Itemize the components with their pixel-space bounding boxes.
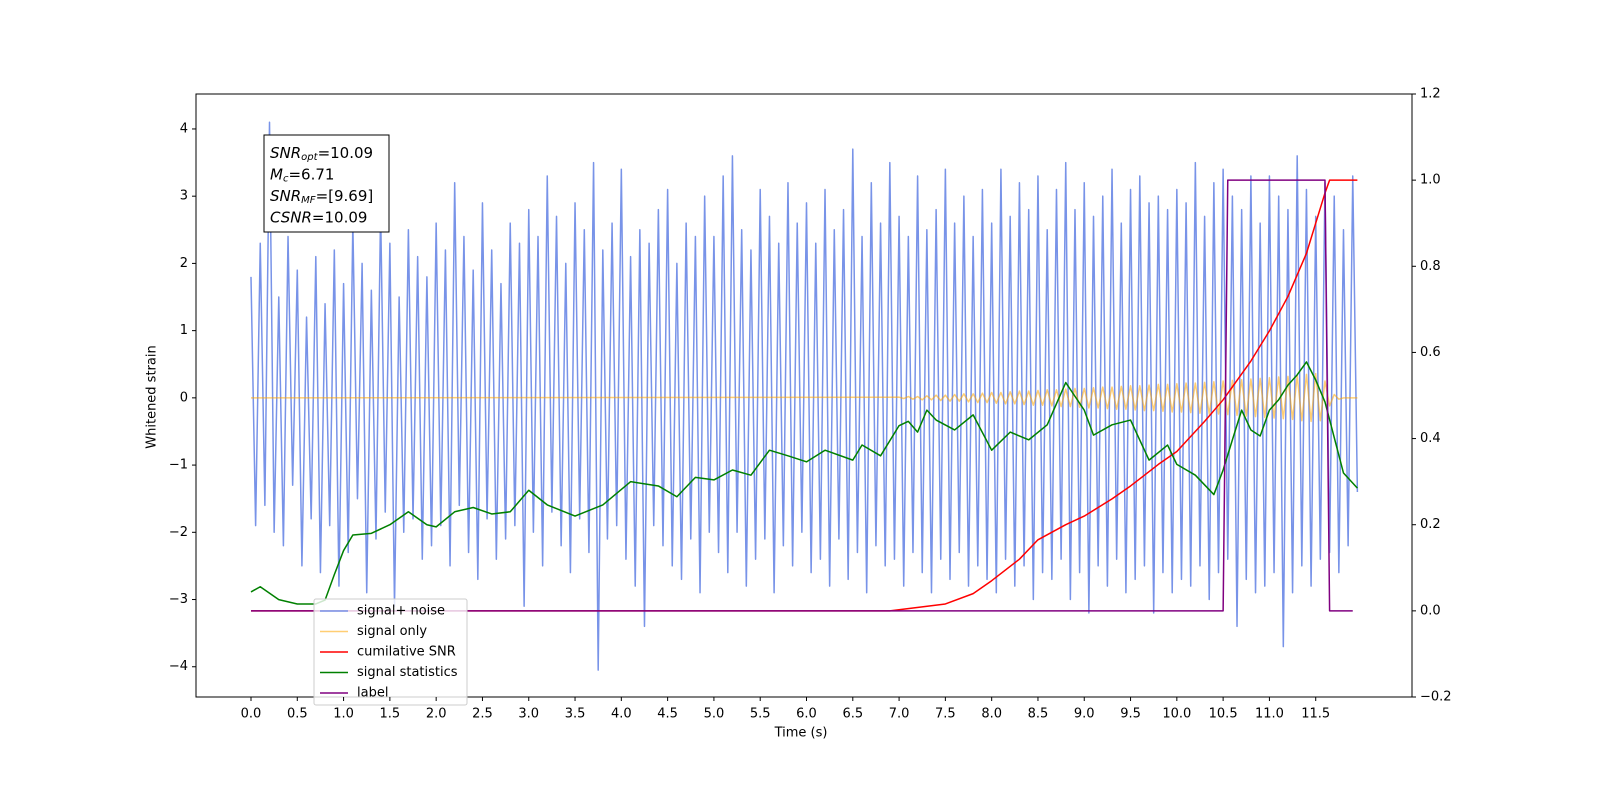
y-tick-label: −1 [169,458,188,473]
x-tick-label: 7.0 [889,707,910,722]
series-line [250,179,1358,612]
x-tick-label: 5.0 [704,707,725,722]
plot-area [250,121,1359,671]
legend-label: cumilative SNR [357,645,456,660]
x-tick-label: 0.5 [287,707,308,722]
annotation-symbol: SNR [270,144,301,162]
legend: signal+ noise signal only cumilative SNR si… [313,598,468,706]
y2-tick-label: 0.4 [1420,431,1441,446]
y2-tick-label: 1.0 [1420,173,1441,188]
annotation-symbol: CSNR [270,208,312,226]
y-tick-label: −2 [169,525,188,540]
x-tick-label: 0.0 [241,707,262,722]
x-tick-label: 1.0 [333,707,354,722]
annotation-subscript: c [283,174,289,185]
y2-tick-label: 0.0 [1420,603,1441,618]
series-line [250,372,1358,423]
annotation-subscript: MF [301,195,316,206]
y-tick-label: 4 [180,121,188,136]
annotation-subscript: opt [301,152,318,163]
x-tick-label: 11.5 [1301,707,1330,722]
x-tick-label: 6.5 [842,707,863,722]
y-tick-label: 2 [180,256,188,271]
y-tick-label: 0 [180,390,188,405]
x-tick-label: 8.0 [981,707,1002,722]
y2-tick-label: 0.8 [1420,259,1441,274]
x-tick-label: 11.0 [1255,707,1284,722]
x-tick-label: 8.5 [1028,707,1049,722]
annotation-value: =10.09 [312,208,368,226]
y-tick-label: 1 [180,323,188,338]
legend-box [313,598,468,706]
axes-frame [195,93,1413,698]
annotation-line: Mc=6.71 [270,165,334,185]
x-tick-label: 6.0 [796,707,817,722]
x-tick-label: 3.0 [518,707,539,722]
annotation-line: SNRMF=[9.69] [270,187,373,207]
x-tick-label: 4.5 [657,707,678,722]
series-line [250,179,1353,612]
x-tick-label: 5.5 [750,707,771,722]
x-tick-label: 9.0 [1074,707,1095,722]
annotation-value: =[9.69] [316,187,374,205]
y2-tick-label: 0.6 [1420,345,1441,360]
y2-tick-label: 0.2 [1420,517,1441,532]
legend-label: signal only [357,624,427,639]
x-tick-label: 2.0 [426,707,447,722]
x-tick-label: 3.5 [565,707,586,722]
y2-tick-label: 1.2 [1420,87,1441,102]
legend-label: label [357,686,388,701]
x-tick-label: 2.5 [472,707,493,722]
annotation: SNRopt=10.09Mc=6.71SNRMF=[9.69]CSNR=10.0… [263,134,390,233]
series-line [250,121,1359,671]
y-axis-label: Whitened strain [145,345,160,448]
x-tick-label: 4.0 [611,707,632,722]
annotation-symbol: M [270,165,283,183]
annotation-box [263,134,390,233]
annotation-symbol: SNR [270,187,301,205]
y2-tick-label: −0.2 [1420,690,1452,705]
y-tick-label: −4 [169,659,188,674]
annotation-value: =10.09 [318,144,374,162]
x-tick-label: 9.5 [1120,707,1141,722]
x-tick-label: 7.5 [935,707,956,722]
annotation-line: SNRopt=10.09 [270,144,373,164]
series-line [250,361,1358,605]
x-tick-label: 10.0 [1162,707,1191,722]
annotation-value: =6.71 [288,165,334,183]
y-tick-label: −3 [169,592,188,607]
legend-label: signal+ noise [357,604,445,619]
y-tick-label: 3 [180,189,188,204]
annotation-line: CSNR=10.09 [270,208,367,226]
x-tick-label: 1.5 [380,707,401,722]
x-axis-label: Time (s) [774,726,828,741]
legend-label: signal statistics [357,665,458,680]
x-tick-label: 10.5 [1209,707,1238,722]
